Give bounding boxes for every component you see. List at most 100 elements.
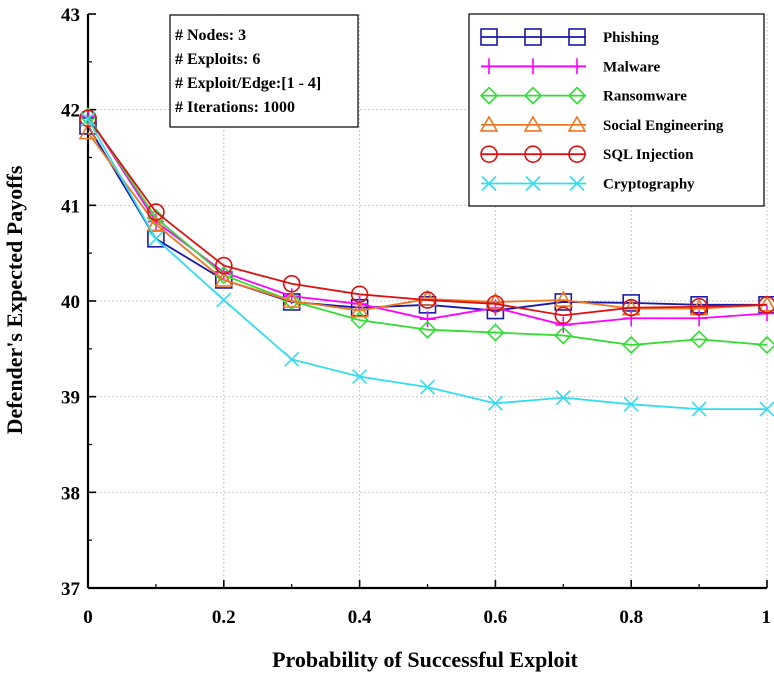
series-line-ransomware — [87, 115, 768, 346]
info-box-frame — [169, 14, 359, 128]
y-tick-label: 40 — [61, 292, 80, 313]
legend-item-phishing: Phishing — [480, 28, 659, 46]
legend-marker-social-engineering — [479, 115, 499, 132]
data-point-cryptography — [487, 395, 503, 411]
data-point-sql-injection — [215, 256, 233, 275]
y-tick-label: 37 — [61, 579, 81, 600]
data-point-malware — [623, 310, 640, 327]
data-point-ransomware — [282, 291, 301, 311]
y-tick-label: 43 — [61, 5, 80, 26]
data-point-cryptography — [555, 390, 571, 406]
legend-marker-phishing — [568, 28, 586, 46]
legend-label-malware: Malware — [603, 59, 661, 75]
data-point-sql-injection — [486, 295, 505, 313]
legend-marker-malware — [525, 58, 541, 75]
legend-item-ransomware: Ransomware — [479, 86, 687, 105]
data-point-cryptography — [80, 111, 96, 127]
x-tick-label: 0.4 — [348, 607, 372, 628]
data-point-ransomware — [689, 330, 709, 349]
data-point-social-engineering — [553, 290, 573, 307]
series-sql-injection — [79, 109, 774, 325]
legend-marker-malware — [481, 58, 497, 75]
legend-item-cryptography: Cryptography — [481, 175, 695, 193]
x-tick-label: 0 — [83, 607, 93, 628]
data-point-sql-injection — [418, 291, 437, 309]
legend-marker-ransomware — [523, 86, 543, 105]
series-lines — [78, 107, 774, 417]
data-point-social-engineering — [78, 123, 98, 140]
data-point-cryptography — [419, 379, 436, 395]
data-point-cryptography — [148, 231, 164, 247]
data-point-ransomware — [554, 326, 573, 345]
data-point-sql-injection — [147, 203, 165, 221]
y-tick-label: 39 — [61, 388, 80, 409]
legend-marker-ransomware — [567, 86, 587, 105]
legend-marker-cryptography — [569, 175, 585, 192]
x-tick-label: 1 — [762, 607, 772, 628]
data-point-sql-injection — [758, 296, 774, 314]
data-point-sql-injection — [282, 274, 301, 293]
y-tick-label: 38 — [61, 483, 80, 504]
legend-marker-cryptography — [525, 175, 541, 192]
data-point-social-engineering — [214, 270, 234, 287]
data-point-sql-injection — [622, 298, 641, 317]
legend-item-social-engineering: Social Engineering — [479, 115, 724, 134]
info-box: # Nodes: 3 # Exploits: 6 # Exploit/Edge:… — [169, 14, 359, 128]
data-point-cryptography — [284, 351, 300, 367]
series-ransomware — [78, 107, 774, 355]
legend-marker-phishing — [480, 28, 498, 46]
legend-frame — [468, 13, 765, 207]
info-exploit-edge: # Exploit/Edge:[1 - 4] — [175, 75, 321, 92]
legend-label-social-engineering: Social Engineering — [603, 118, 724, 134]
data-point-cryptography — [759, 401, 774, 417]
data-point-malware — [691, 310, 708, 327]
legend: Phishing Malware Ransomware Social Engineer… — [468, 13, 765, 207]
legend-label-sql-injection: SQL Injection — [603, 147, 694, 163]
y-tick-label: 42 — [61, 101, 80, 122]
data-point-sql-injection — [350, 285, 369, 304]
series-line-sql-injection — [87, 117, 768, 317]
data-point-cryptography — [352, 369, 368, 385]
data-point-cryptography — [691, 401, 707, 417]
data-point-social-engineering — [418, 289, 437, 306]
data-point-cryptography — [216, 292, 232, 308]
x-tick-label: 0.6 — [484, 607, 508, 628]
data-point-social-engineering — [350, 300, 369, 318]
legend-marker-sql-injection — [480, 145, 498, 163]
data-point-ransomware — [486, 323, 505, 342]
legend-marker-malware — [569, 58, 585, 75]
data-point-ransomware — [418, 320, 437, 339]
legend-label-phishing: Phishing — [603, 30, 659, 46]
info-iterations: # Iterations: 1000 — [175, 99, 295, 116]
data-point-sql-injection — [554, 306, 573, 325]
series-line-social-engineering — [87, 132, 768, 312]
x-tick-label: 0.2 — [212, 607, 236, 628]
data-point-sql-injection — [690, 297, 708, 316]
legend-label-ransomware: Ransomware — [603, 89, 687, 105]
y-axis-title: Defender's Expected Payoffs — [2, 165, 27, 434]
legend-marker-phishing — [524, 28, 542, 46]
tick-labels: 37 38 39 40 41 42 43 0 0.2 0.4 0.6 0.8 1 — [61, 5, 771, 628]
legend-item-malware: Malware — [481, 58, 661, 75]
data-point-sql-injection — [79, 109, 97, 128]
info-exploits: # Exploits: 6 — [175, 51, 260, 68]
data-point-malware — [419, 311, 436, 328]
series-cryptography — [80, 111, 774, 417]
info-nodes: # Nodes: 3 — [175, 27, 246, 44]
data-point-ransomware — [757, 335, 774, 355]
legend-marker-social-engineering — [523, 115, 543, 132]
data-point-social-engineering — [757, 295, 774, 312]
legend-marker-ransomware — [479, 86, 499, 105]
legend-marker-cryptography — [481, 175, 497, 192]
legend-marker-sql-injection — [524, 145, 542, 163]
legend-item-sql-injection: SQL Injection — [480, 145, 694, 163]
data-point-ransomware — [622, 335, 641, 355]
data-point-ransomware — [350, 311, 369, 330]
data-point-social-engineering — [282, 291, 302, 308]
data-point-malware — [555, 316, 572, 333]
data-point-social-engineering — [486, 292, 505, 309]
legend-label-cryptography: Cryptography — [603, 177, 695, 193]
x-tick-label: 0.8 — [619, 607, 643, 628]
data-point-cryptography — [623, 396, 639, 412]
